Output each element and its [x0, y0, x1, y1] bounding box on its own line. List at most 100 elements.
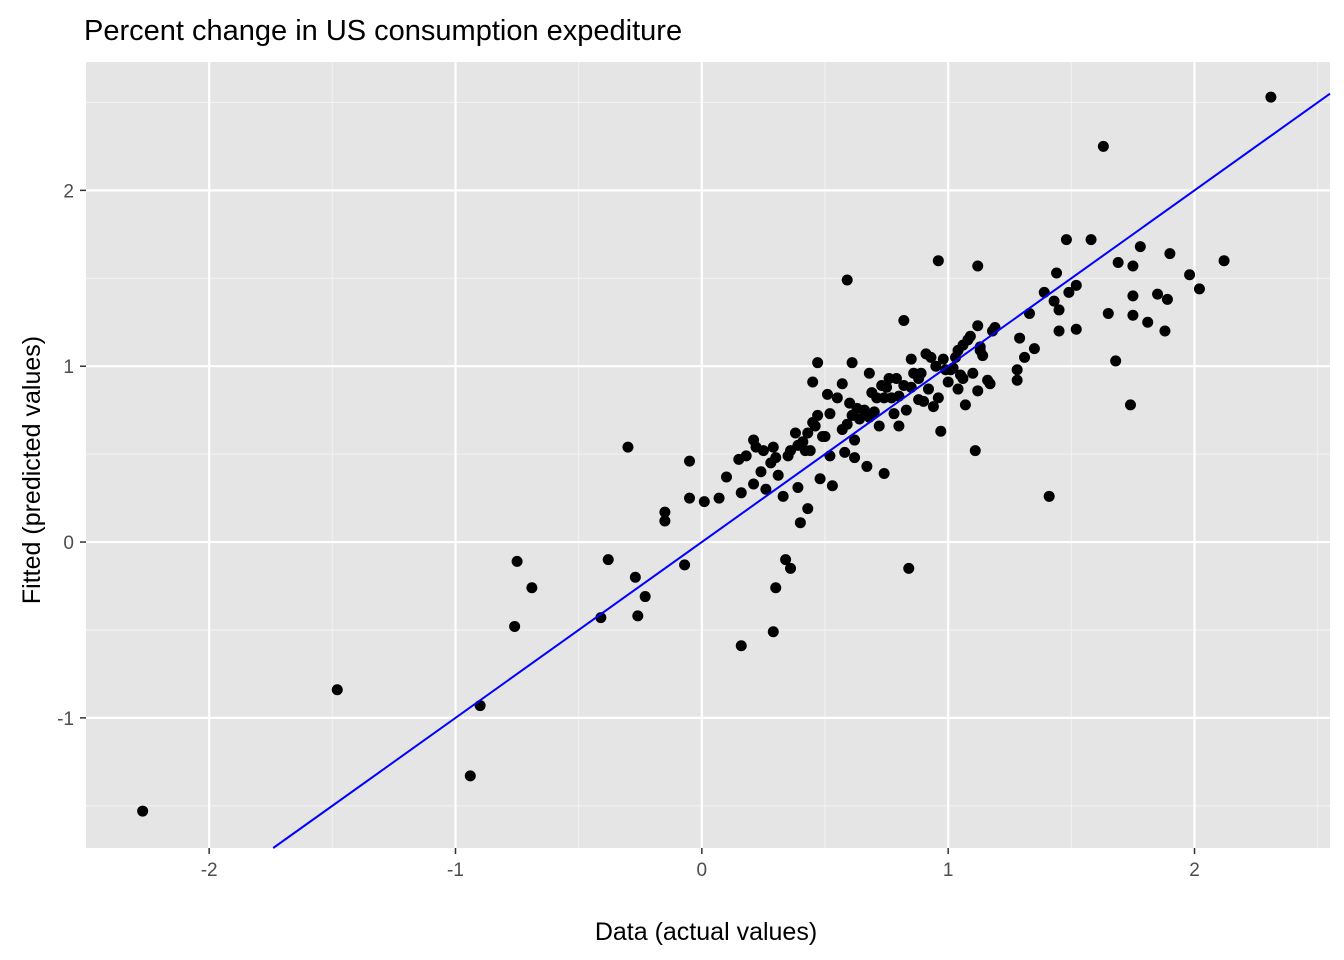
data-point — [821, 388, 833, 400]
data-point — [748, 478, 760, 490]
data-point — [853, 413, 865, 425]
data-point — [797, 436, 809, 448]
data-point — [890, 373, 902, 385]
data-point — [964, 330, 976, 342]
data-point — [659, 515, 671, 527]
data-point — [967, 367, 979, 379]
data-point — [679, 559, 691, 571]
chart-title: Percent change in US consumption expedit… — [84, 15, 682, 47]
data-point — [1053, 325, 1065, 337]
y-tick-label: 0 — [63, 533, 74, 554]
data-point — [972, 385, 984, 397]
data-point — [881, 381, 893, 393]
data-point — [873, 420, 885, 432]
data-point — [780, 554, 792, 566]
data-point — [1097, 140, 1109, 152]
data-point — [1060, 234, 1072, 246]
data-point — [1112, 256, 1124, 268]
data-point — [1142, 316, 1154, 328]
data-point — [755, 466, 767, 478]
data-point — [824, 450, 836, 462]
data-point — [959, 399, 971, 411]
data-point — [957, 373, 969, 385]
data-point — [861, 460, 873, 472]
data-point — [918, 395, 930, 407]
data-point — [831, 392, 843, 404]
data-point — [770, 582, 782, 594]
data-point — [622, 441, 634, 453]
data-point — [888, 408, 900, 420]
data-point — [1127, 290, 1139, 302]
data-point — [777, 490, 789, 502]
data-point — [846, 357, 858, 369]
data-point — [474, 700, 486, 712]
data-point — [526, 582, 538, 594]
data-point — [927, 401, 939, 413]
data-point — [814, 473, 826, 485]
data-point — [770, 452, 782, 464]
data-point — [698, 496, 710, 508]
data-point — [1127, 260, 1139, 272]
data-point — [925, 351, 937, 363]
data-point — [905, 353, 917, 365]
data-point — [930, 360, 942, 372]
data-point — [684, 455, 696, 467]
x-axis-title: Data (actual values) — [595, 918, 817, 946]
data-point — [1053, 304, 1065, 316]
x-tick-label: 1 — [943, 860, 954, 881]
data-point — [898, 314, 910, 326]
data-point — [972, 320, 984, 332]
data-point — [812, 357, 824, 369]
y-tick-label: 1 — [63, 357, 74, 378]
data-point — [794, 517, 806, 529]
data-point — [1134, 241, 1146, 253]
x-axis: -2 -1 0 1 2 — [201, 848, 1200, 881]
data-point — [331, 684, 343, 696]
data-point — [935, 425, 947, 437]
data-point — [812, 409, 824, 421]
data-point — [1019, 351, 1031, 363]
data-point — [824, 408, 836, 420]
data-point — [841, 418, 853, 430]
data-point — [915, 367, 927, 379]
data-point — [684, 492, 696, 504]
x-tick-label: -2 — [201, 860, 218, 881]
x-tick-label: 0 — [697, 860, 708, 881]
data-point — [839, 446, 851, 458]
data-point — [977, 350, 989, 362]
data-point — [849, 434, 861, 446]
data-point — [836, 378, 848, 390]
data-point — [1161, 293, 1173, 305]
data-point — [760, 483, 772, 495]
data-point — [1014, 332, 1026, 344]
data-point — [137, 805, 149, 817]
data-point — [972, 260, 984, 272]
data-point — [1127, 309, 1139, 321]
y-tick-label: 2 — [63, 181, 74, 202]
fit-line-group — [272, 92, 1331, 849]
data-point — [511, 555, 523, 567]
y-tick-label: -1 — [57, 709, 74, 730]
plot-panel — [86, 62, 1330, 848]
data-point — [893, 390, 905, 402]
data-point — [785, 562, 797, 574]
data-point — [1184, 269, 1196, 281]
data-point — [632, 610, 644, 622]
x-tick-label: -1 — [447, 860, 464, 881]
data-point — [1265, 91, 1277, 103]
data-point — [989, 322, 1001, 334]
data-point — [464, 770, 476, 782]
data-point — [942, 376, 954, 388]
data-point — [1043, 490, 1055, 502]
data-point — [740, 450, 752, 462]
data-point — [602, 554, 614, 566]
data-point — [1028, 343, 1040, 355]
data-point — [629, 571, 641, 583]
data-point — [905, 381, 917, 393]
data-point — [984, 378, 996, 390]
data-point — [1048, 295, 1060, 307]
y-axis: -1 0 1 2 — [57, 181, 86, 730]
data-point — [1070, 323, 1082, 335]
data-point — [863, 367, 875, 379]
